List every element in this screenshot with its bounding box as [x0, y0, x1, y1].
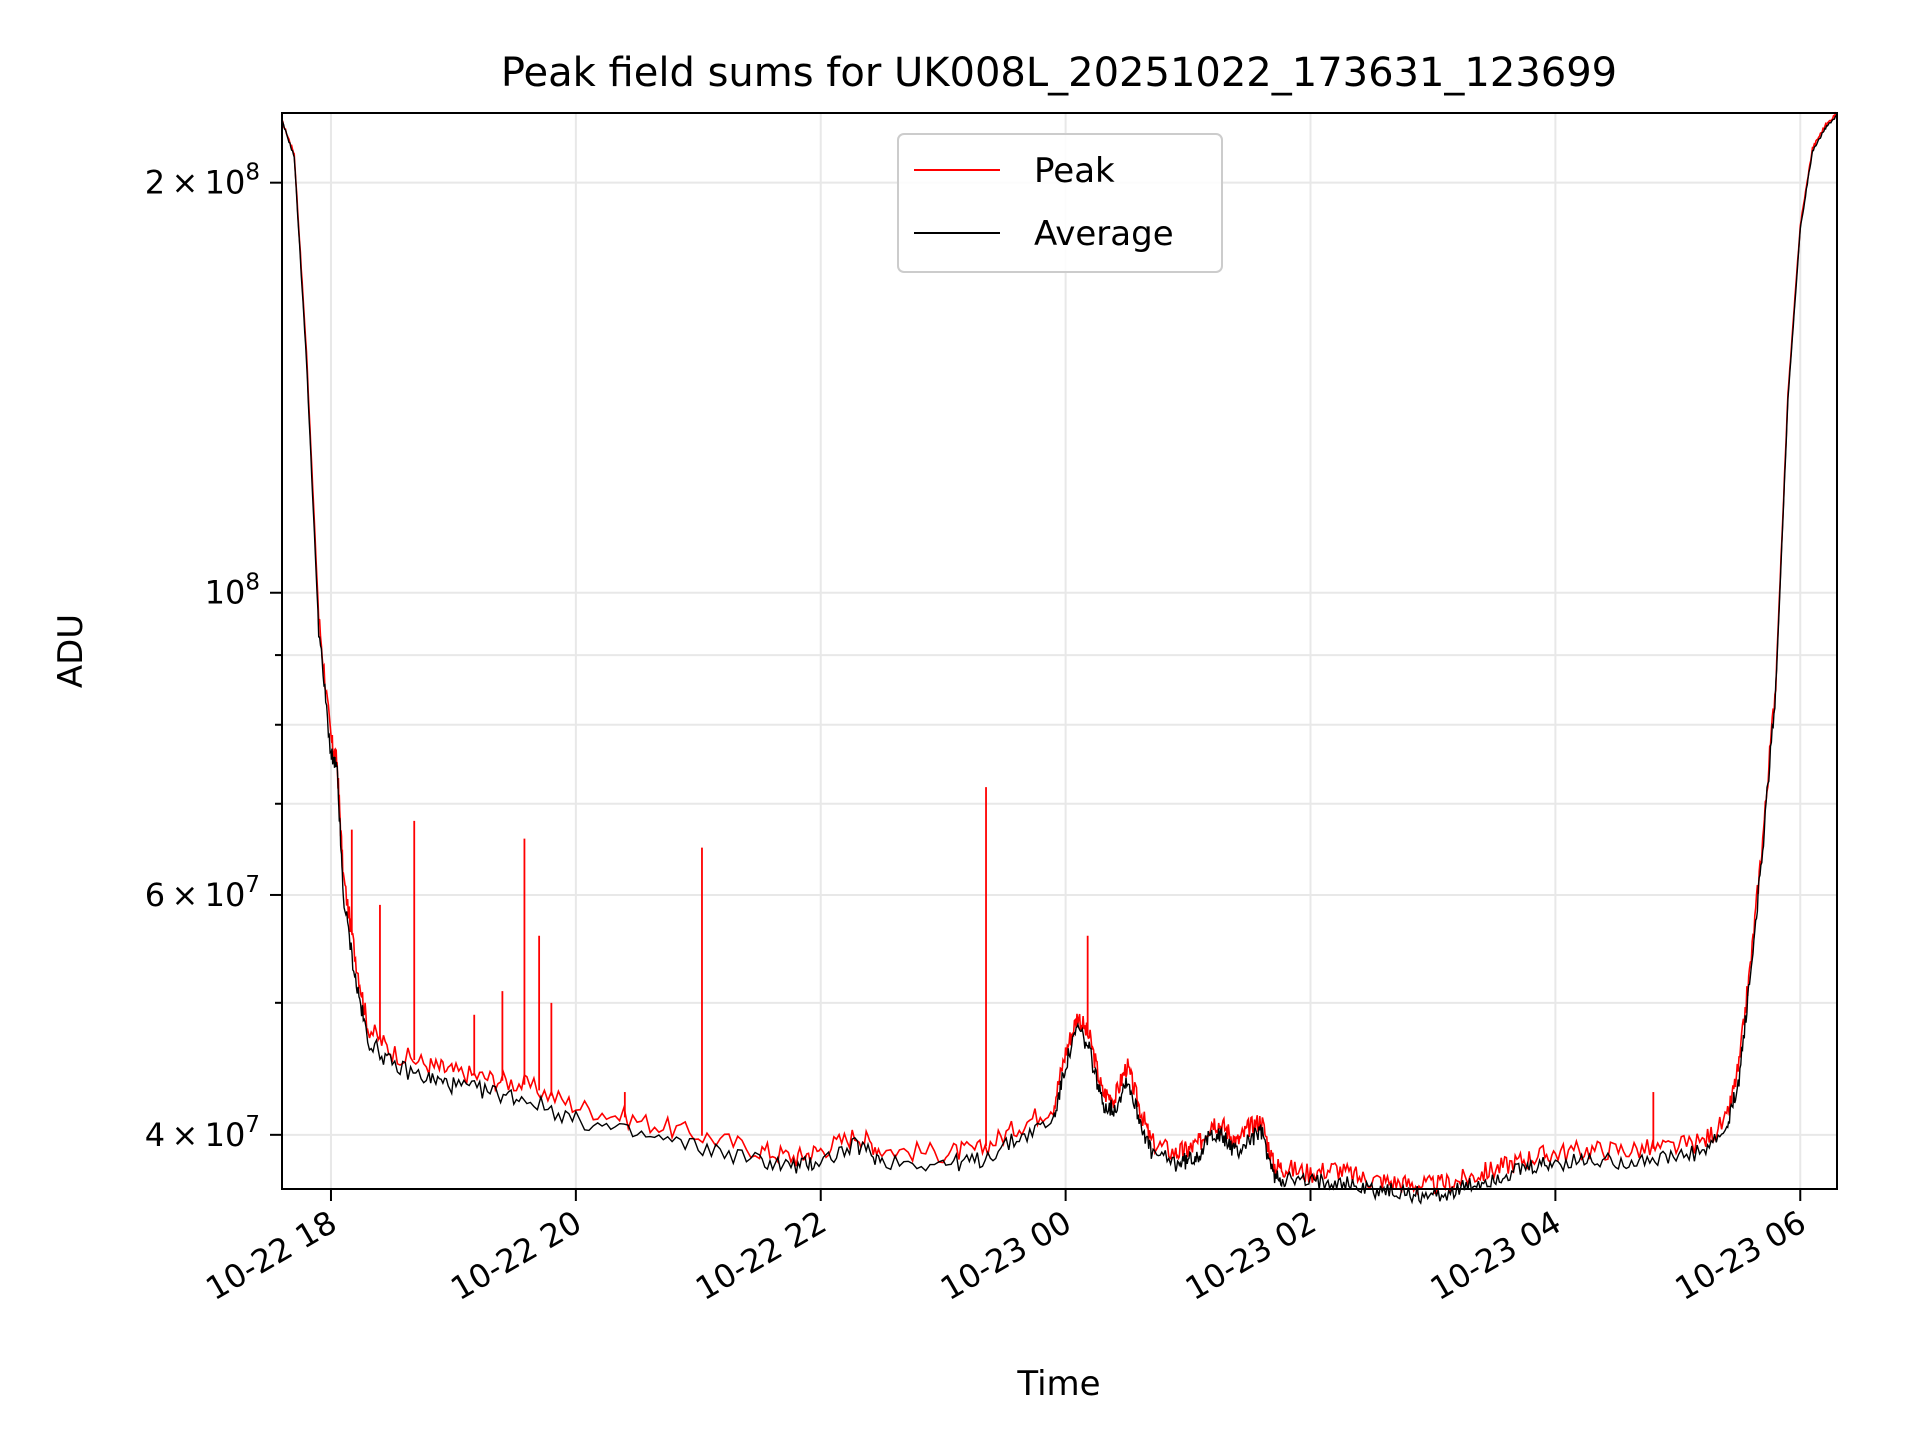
- y-tick-label-1: 6 × 107: [145, 872, 260, 914]
- plot-area-frame: [281, 112, 1838, 1190]
- legend: Peak Average: [897, 133, 1223, 273]
- x-axis-label: Time: [1016, 1364, 1100, 1404]
- y-axis-label: ADU: [51, 614, 91, 688]
- y-tick-label-2: 108: [205, 570, 260, 612]
- legend-peak-label: Peak: [1034, 151, 1115, 191]
- y-tick-label-0: 4 × 107: [145, 1112, 260, 1154]
- legend-average-label: Average: [1034, 214, 1174, 254]
- plot-lines: [281, 111, 1838, 1205]
- y-tick-label-3: 2 × 108: [145, 160, 260, 202]
- legend-box: [897, 133, 1223, 273]
- chart-title: Peak field sums for UK008L_20251022_1736…: [501, 50, 1617, 96]
- series-average-line: [281, 114, 1838, 1205]
